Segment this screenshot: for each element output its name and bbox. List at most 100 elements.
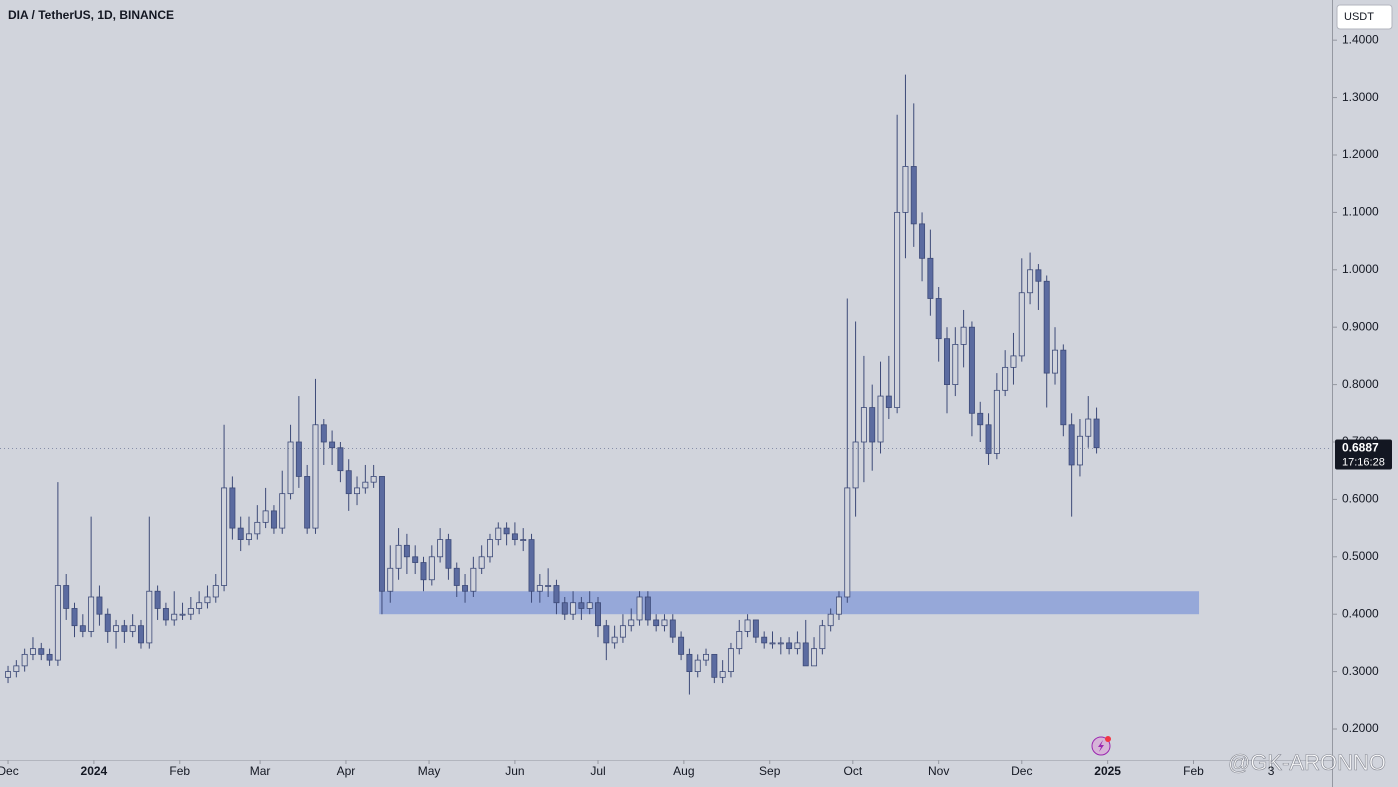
candle-body	[545, 585, 552, 587]
candle-body	[960, 326, 967, 345]
candle-body	[636, 596, 643, 621]
candle-body	[727, 648, 734, 673]
candle-body	[819, 625, 826, 650]
candle-body	[129, 625, 136, 632]
candle-body	[561, 602, 568, 615]
x-tick-label: 2025	[1094, 764, 1121, 778]
candle-body	[711, 653, 718, 678]
candle-body	[611, 636, 618, 644]
y-tick-label: 0.9000	[1342, 319, 1379, 333]
candle-body	[478, 556, 485, 569]
candle-body	[21, 653, 28, 667]
candle-body	[1052, 349, 1058, 374]
y-tick-label: 1.0000	[1342, 262, 1379, 276]
candle-body	[171, 613, 178, 621]
candle-body	[270, 510, 277, 529]
candle-body	[1076, 435, 1083, 466]
candle-body	[287, 441, 294, 495]
candle-body	[860, 407, 867, 443]
candle-body	[619, 625, 626, 638]
currency: USDT	[1344, 11, 1374, 23]
candle-body	[428, 556, 435, 581]
x-tick-label: 2024	[81, 764, 108, 778]
x-tick-label: Apr	[337, 764, 356, 778]
candle-body	[154, 590, 161, 609]
candle-body	[1060, 349, 1067, 426]
candle-body	[578, 602, 585, 609]
plot-area	[0, 74, 1332, 695]
candle-body	[378, 476, 385, 592]
candle-body	[944, 338, 950, 385]
x-tick-label: Sep	[759, 764, 781, 778]
x-tick-label: Nov	[928, 764, 949, 778]
candle-body	[337, 447, 344, 472]
candle-body	[370, 476, 377, 483]
candle-body	[445, 539, 452, 569]
candle-body	[13, 665, 20, 673]
candle-body	[1068, 424, 1075, 466]
candle-body	[536, 585, 543, 592]
candle-body	[669, 619, 676, 638]
chart-title: DIA / TetherUS, 1D, BINANCE	[8, 8, 174, 22]
candle-body	[1035, 269, 1042, 282]
x-tick-label: Feb	[169, 764, 190, 778]
candle-body	[395, 544, 402, 569]
candle-body	[528, 539, 535, 592]
candle-body	[387, 567, 394, 592]
candle-body	[304, 476, 311, 529]
candle-body	[603, 625, 610, 644]
candle-body	[968, 326, 975, 414]
x-tick-label: Oct	[843, 764, 862, 778]
candle-body	[644, 596, 651, 621]
x-tick-label: Jul	[590, 764, 605, 778]
candle-body	[403, 544, 410, 558]
support-zone	[379, 591, 1200, 615]
currency-box[interactable]	[1336, 4, 1393, 30]
candle-body	[354, 487, 361, 495]
candle-body	[487, 539, 493, 558]
candle-body	[412, 556, 419, 563]
candle-body	[38, 648, 45, 655]
candle-body	[196, 602, 203, 609]
candle-body	[345, 470, 352, 495]
candle-body	[495, 527, 502, 540]
watermark: @GK-ARONNO	[1228, 750, 1386, 775]
candle-body	[1002, 366, 1009, 391]
x-tick-label: Dec	[1011, 764, 1032, 778]
x-tick-label: Dec	[0, 764, 19, 778]
candle-body	[811, 648, 818, 667]
candle-body	[919, 223, 926, 259]
candle-body	[470, 567, 477, 592]
candle-body	[985, 424, 992, 454]
candle-body	[437, 539, 444, 558]
candle-body	[1093, 418, 1100, 449]
candle-body	[752, 619, 759, 638]
y-tick-label: 0.4000	[1342, 606, 1379, 620]
candle-body	[993, 389, 1000, 454]
candle-body	[910, 166, 917, 225]
candle-body	[553, 585, 560, 604]
candle-body	[586, 602, 593, 609]
y-tick-label: 1.4000	[1342, 32, 1379, 46]
y-tick-label: 0.6000	[1342, 492, 1379, 506]
candle-body	[146, 590, 153, 644]
candle-body	[279, 493, 286, 529]
candle-body	[977, 412, 984, 426]
icon[interactable]	[1091, 736, 1111, 756]
candle-body	[96, 596, 103, 615]
candle-body	[262, 510, 269, 523]
last-price-box	[1335, 439, 1392, 470]
candle-body	[1010, 355, 1017, 368]
x-tick-label: 3	[1268, 764, 1275, 778]
candle-body	[320, 424, 327, 443]
x-tick-label: May	[418, 764, 441, 778]
candle-body	[221, 487, 228, 586]
candle-body	[694, 659, 701, 673]
candle-body	[113, 625, 120, 632]
candle-body	[162, 608, 169, 621]
candle-body	[88, 596, 95, 632]
candle-body	[420, 562, 427, 581]
candle-body	[1027, 269, 1034, 294]
